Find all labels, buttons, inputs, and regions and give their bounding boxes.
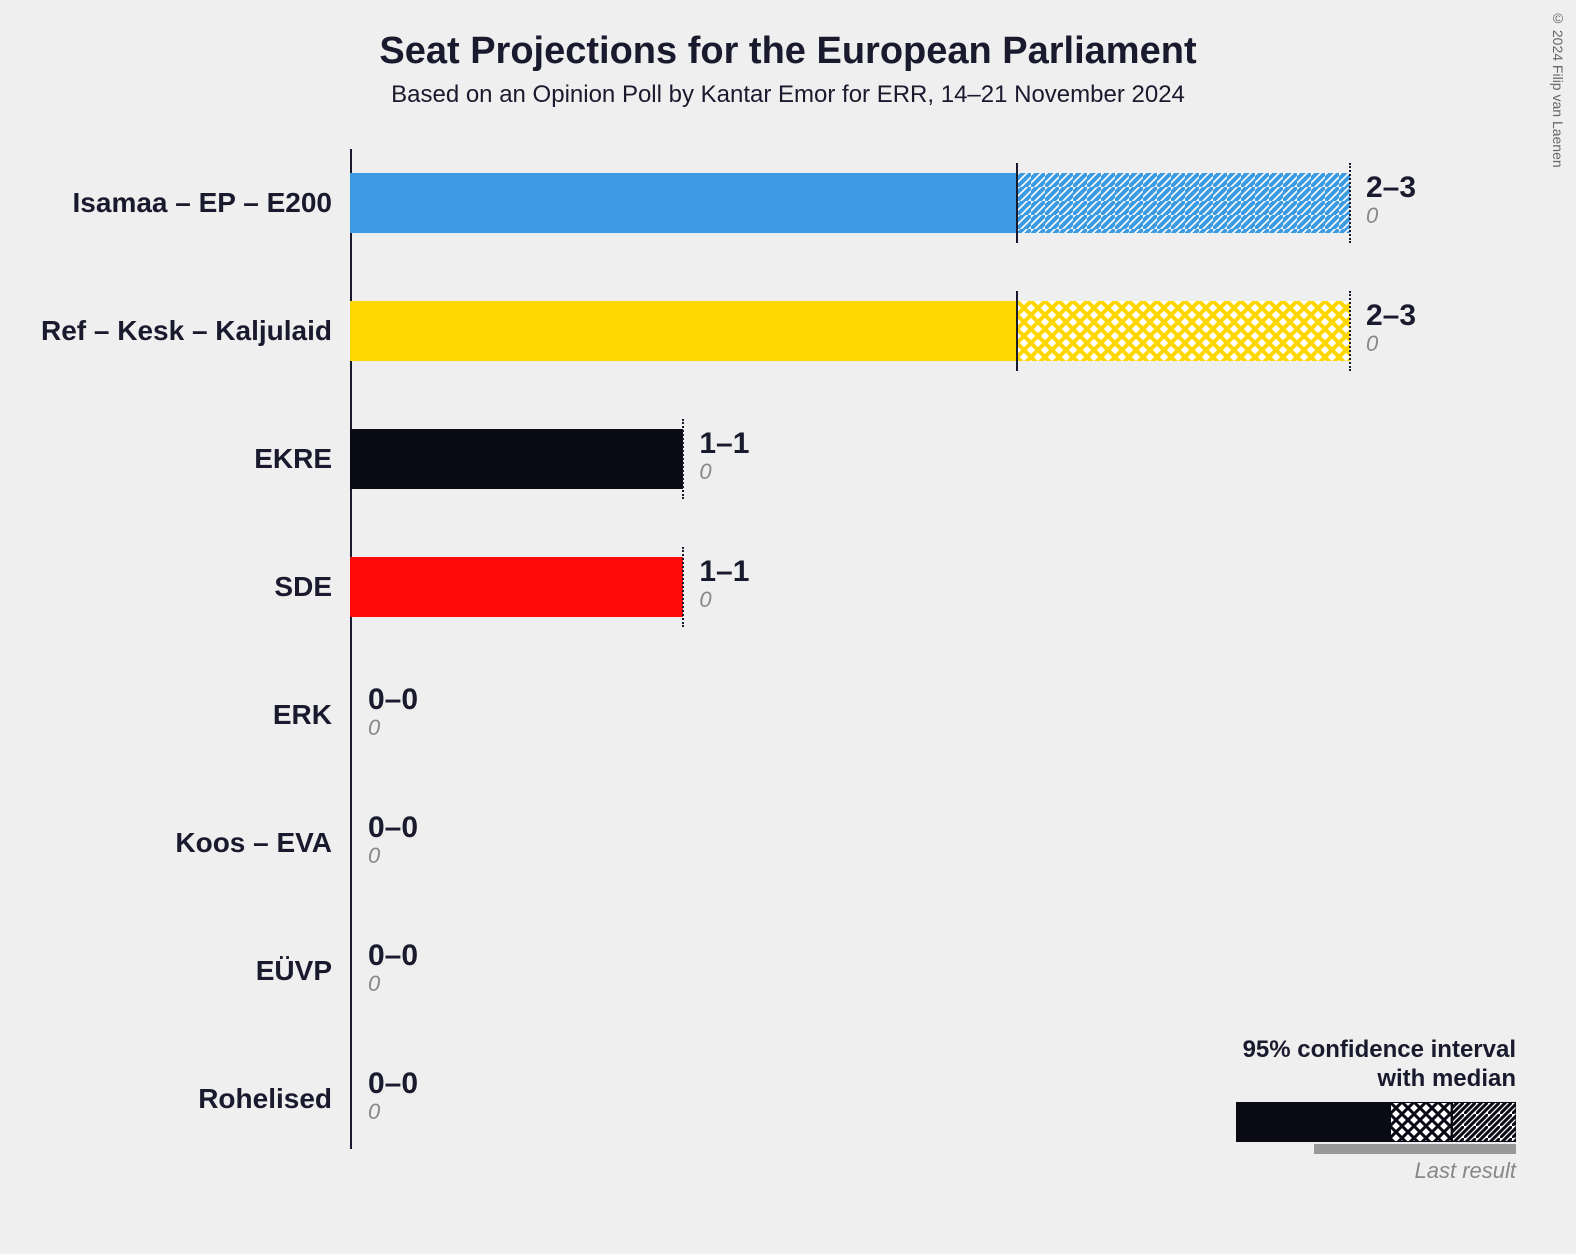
value-label: 2–30 — [1366, 173, 1416, 227]
last-result-value: 0 — [699, 461, 749, 483]
chart-title: Seat Projections for the European Parlia… — [50, 30, 1526, 73]
legend-bar — [1236, 1102, 1516, 1142]
party-row: EKRE1–10 — [350, 395, 1346, 523]
legend: 95% confidence intervalwith median Last … — [1236, 1036, 1516, 1184]
party-row: EÜVP0–00 — [350, 907, 1346, 1035]
range-value: 0–0 — [368, 1069, 418, 1099]
legend-last-result-label: Last result — [1236, 1158, 1516, 1184]
bar: 0–00 — [350, 685, 352, 745]
range-value: 0–0 — [368, 813, 418, 843]
value-label: 1–10 — [699, 557, 749, 611]
range-value: 1–1 — [699, 429, 749, 459]
high-tick — [682, 547, 684, 627]
party-row: SDE1–10 — [350, 523, 1346, 651]
party-label: Isamaa – EP – E200 — [73, 187, 332, 219]
median-tick — [1016, 163, 1018, 243]
party-label: EKRE — [254, 443, 332, 475]
bar: 0–00 — [350, 1069, 352, 1129]
party-row: ERK0–00 — [350, 651, 1346, 779]
bar: 1–10 — [350, 429, 683, 489]
bar-solid — [350, 301, 1017, 361]
party-label: EÜVP — [256, 955, 332, 987]
value-label: 1–10 — [699, 429, 749, 483]
last-result-value: 0 — [368, 717, 418, 739]
legend-title: 95% confidence intervalwith median — [1236, 1036, 1516, 1094]
chart-subtitle: Based on an Opinion Poll by Kantar Emor … — [50, 81, 1526, 109]
range-value: 0–0 — [368, 685, 418, 715]
party-label: Koos – EVA — [175, 827, 332, 859]
legend-solid-segment — [1236, 1102, 1390, 1142]
high-tick — [1349, 163, 1351, 243]
party-label: Rohelised — [198, 1083, 332, 1115]
last-result-value: 0 — [368, 1101, 418, 1123]
bar-uncertainty — [1017, 301, 1350, 361]
bar: 0–00 — [350, 813, 352, 873]
party-row: Koos – EVA0–00 — [350, 779, 1346, 907]
bar: 2–30 — [350, 173, 1350, 233]
range-value: 2–3 — [1366, 173, 1416, 203]
value-label: 0–00 — [368, 1069, 418, 1123]
bar-solid — [350, 429, 683, 489]
bar-solid — [350, 173, 1017, 233]
copyright-text: © 2024 Filip van Laenen — [1550, 10, 1566, 168]
legend-cross-segment — [1390, 1102, 1452, 1142]
party-row: Isamaa – EP – E200 2–30 — [350, 139, 1346, 267]
party-label: ERK — [273, 699, 332, 731]
party-row: Ref – Kesk – Kaljulaid 2–30 — [350, 267, 1346, 395]
value-label: 0–00 — [368, 941, 418, 995]
last-result-value: 0 — [368, 973, 418, 995]
range-value: 0–0 — [368, 941, 418, 971]
bar-solid — [350, 557, 683, 617]
last-result-value: 0 — [1366, 333, 1416, 355]
legend-last-result-bar — [1314, 1144, 1516, 1154]
high-tick — [1349, 291, 1351, 371]
high-tick — [682, 419, 684, 499]
bar-uncertainty — [1017, 173, 1350, 233]
last-result-value: 0 — [1366, 205, 1416, 227]
party-label: Ref – Kesk – Kaljulaid — [41, 315, 332, 347]
range-value: 2–3 — [1366, 301, 1416, 331]
party-row: Rohelised0–00 — [350, 1035, 1346, 1163]
bar: 0–00 — [350, 941, 352, 1001]
party-label: SDE — [274, 571, 332, 603]
value-label: 0–00 — [368, 685, 418, 739]
chart-area: Isamaa – EP – E200 2–30Ref – Kesk – Kalj… — [350, 139, 1346, 1189]
last-result-value: 0 — [368, 845, 418, 867]
median-tick — [1016, 291, 1018, 371]
bar: 2–30 — [350, 301, 1350, 361]
range-value: 1–1 — [699, 557, 749, 587]
bar: 1–10 — [350, 557, 683, 617]
value-label: 0–00 — [368, 813, 418, 867]
value-label: 2–30 — [1366, 301, 1416, 355]
legend-diag-segment — [1452, 1102, 1516, 1142]
last-result-value: 0 — [699, 589, 749, 611]
